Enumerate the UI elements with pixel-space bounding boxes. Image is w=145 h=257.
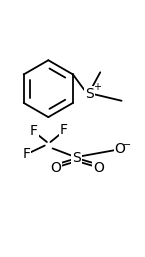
Text: −: − [123,140,131,150]
Text: +: + [93,82,101,92]
Text: F: F [60,123,68,137]
Text: O: O [93,161,104,175]
Text: O: O [50,161,61,175]
Text: O: O [115,142,126,156]
Text: S: S [85,87,94,101]
Text: F: F [22,147,30,161]
Text: S: S [72,151,81,165]
Text: F: F [29,124,37,138]
